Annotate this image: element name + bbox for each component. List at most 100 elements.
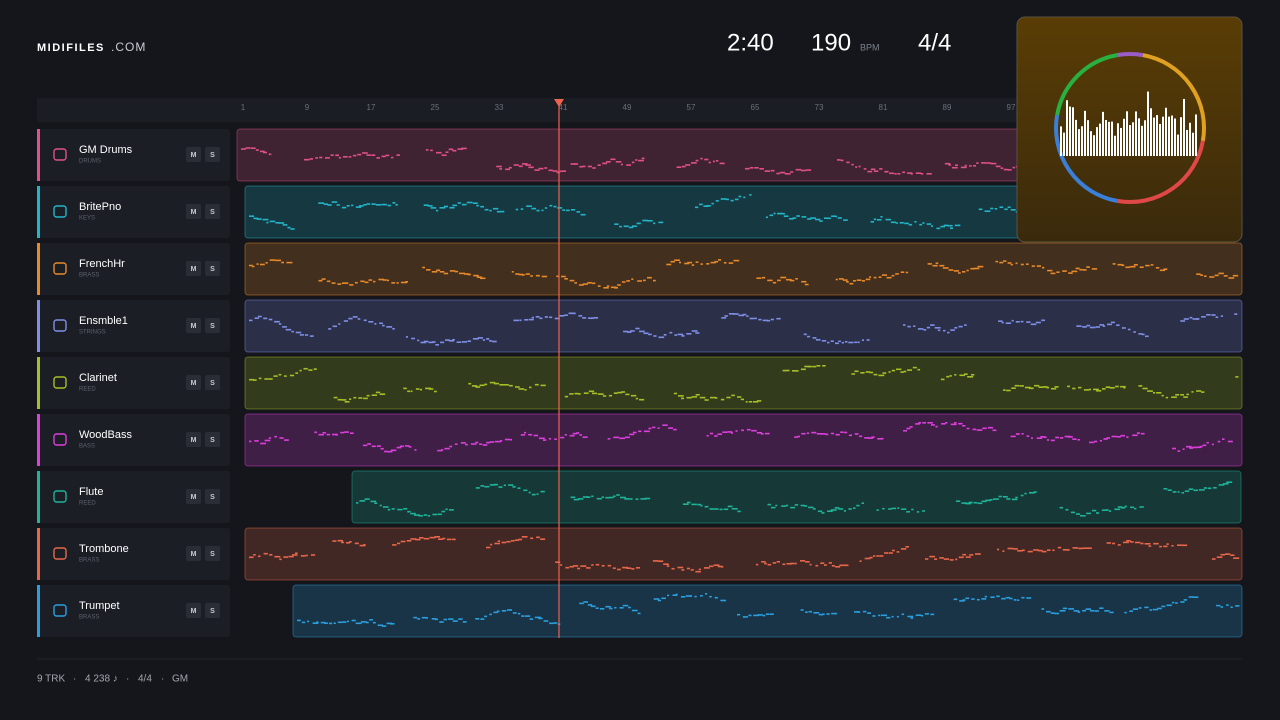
note xyxy=(588,317,594,319)
note xyxy=(467,273,471,276)
mute-button[interactable]: M xyxy=(186,489,201,504)
solo-button[interactable]: S xyxy=(205,147,220,162)
note xyxy=(368,321,374,323)
note xyxy=(429,536,436,539)
note xyxy=(1223,275,1228,277)
note xyxy=(844,341,848,343)
note xyxy=(1001,597,1006,600)
note xyxy=(776,317,781,320)
button-label: M xyxy=(191,494,197,501)
note xyxy=(500,440,503,442)
track-group: BRASS xyxy=(79,273,99,279)
solo-button[interactable]: S xyxy=(205,204,220,219)
mute-button[interactable]: M xyxy=(186,261,201,276)
note xyxy=(986,162,992,164)
clip xyxy=(244,242,1243,296)
note xyxy=(695,394,700,396)
note xyxy=(800,504,805,507)
note xyxy=(541,209,544,212)
spectrum-bar xyxy=(1060,126,1062,156)
button-label: S xyxy=(210,608,215,615)
mute-button[interactable]: M xyxy=(186,147,201,162)
note xyxy=(917,328,924,330)
note xyxy=(597,393,604,395)
solo-button[interactable]: S xyxy=(205,318,220,333)
note xyxy=(861,280,865,282)
note xyxy=(255,149,259,151)
note xyxy=(992,429,997,432)
note xyxy=(507,609,513,611)
note xyxy=(391,156,394,159)
note xyxy=(674,334,678,336)
note xyxy=(1062,607,1068,610)
note xyxy=(609,607,613,610)
note xyxy=(462,621,467,623)
note xyxy=(1133,331,1136,333)
note xyxy=(1012,548,1018,550)
mute-button[interactable]: M xyxy=(186,318,201,333)
note xyxy=(637,612,641,615)
note xyxy=(822,365,826,367)
mute-button[interactable]: M xyxy=(186,375,201,390)
note xyxy=(830,509,837,511)
note xyxy=(825,433,829,436)
solo-button[interactable]: S xyxy=(205,375,220,390)
note xyxy=(275,259,281,262)
note xyxy=(767,503,771,506)
note xyxy=(691,396,698,398)
note xyxy=(278,373,282,376)
button-bg xyxy=(205,603,220,618)
note xyxy=(1117,263,1123,266)
note xyxy=(375,204,382,206)
note xyxy=(759,168,764,170)
note xyxy=(436,151,442,154)
note xyxy=(337,621,343,624)
note xyxy=(643,430,650,433)
note xyxy=(1148,545,1152,547)
note xyxy=(448,148,454,151)
note xyxy=(425,387,432,390)
note xyxy=(354,542,359,545)
note xyxy=(1008,169,1012,171)
spectrum-bar xyxy=(1144,120,1146,156)
note xyxy=(1070,511,1075,514)
note xyxy=(1196,446,1202,449)
solo-button[interactable]: S xyxy=(205,546,220,561)
note xyxy=(1134,507,1137,510)
note xyxy=(282,224,288,226)
note xyxy=(677,333,684,336)
mute-button[interactable]: M xyxy=(186,204,201,219)
note xyxy=(327,204,332,206)
note xyxy=(407,390,410,393)
note xyxy=(249,215,255,217)
solo-button[interactable]: S xyxy=(205,261,220,276)
note xyxy=(780,212,785,215)
clip xyxy=(244,527,1243,581)
note xyxy=(682,503,689,505)
mute-button[interactable]: M xyxy=(186,432,201,447)
note xyxy=(1159,269,1166,272)
note xyxy=(597,285,601,287)
note xyxy=(410,512,416,515)
note xyxy=(482,339,486,341)
note xyxy=(414,514,420,516)
note xyxy=(766,319,771,322)
note xyxy=(566,209,570,212)
note xyxy=(686,396,692,399)
note xyxy=(751,429,757,432)
solo-button[interactable]: S xyxy=(205,489,220,504)
solo-button[interactable]: S xyxy=(205,432,220,447)
note xyxy=(535,316,540,318)
solo-button[interactable]: S xyxy=(205,603,220,618)
mute-button[interactable]: M xyxy=(186,546,201,561)
note xyxy=(828,562,832,564)
note xyxy=(1095,326,1100,328)
note xyxy=(569,279,575,282)
note xyxy=(1021,433,1024,435)
ruler-label: 17 xyxy=(367,103,376,112)
note xyxy=(1020,263,1024,266)
note xyxy=(363,319,367,322)
mute-button[interactable]: M xyxy=(186,603,201,618)
note xyxy=(332,325,337,328)
note xyxy=(891,274,895,277)
